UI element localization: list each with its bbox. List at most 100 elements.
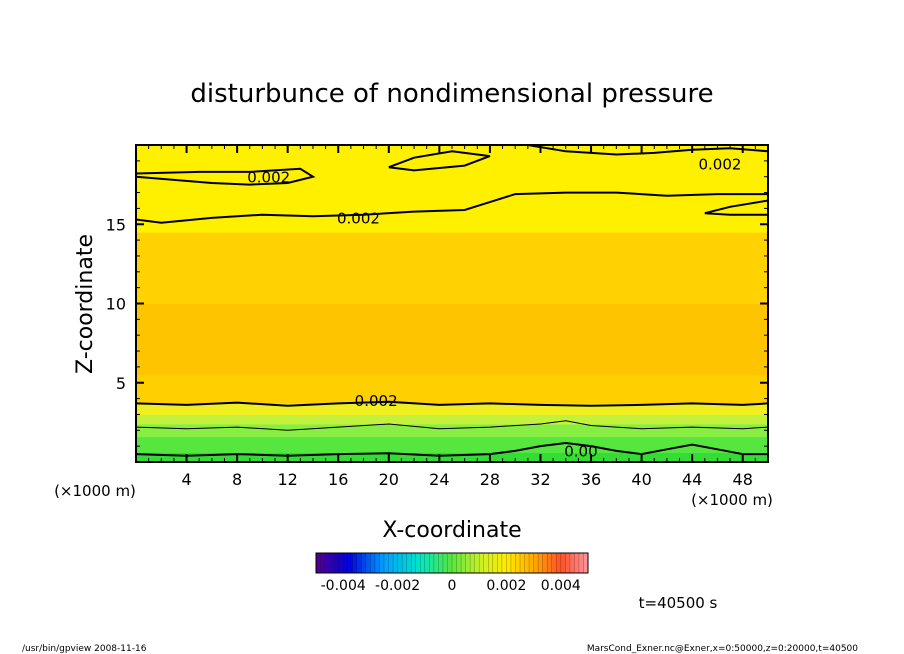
- colorbar-swatch: [533, 553, 539, 573]
- color-band-3: [136, 414, 768, 425]
- colorbar-swatch: [456, 553, 462, 573]
- colorbar-swatch: [565, 553, 571, 573]
- colorbar-swatch: [551, 553, 557, 573]
- colorbar-tick-label: 0.004: [541, 578, 581, 594]
- x-unit-label-right: (×1000 m): [691, 491, 773, 509]
- colorbar-swatch: [442, 553, 448, 573]
- colorbar-swatch: [429, 553, 435, 573]
- colorbar-swatch: [560, 553, 566, 573]
- x-axis-title: X-coordinate: [382, 518, 521, 543]
- x-tick-label: 28: [480, 470, 500, 489]
- colorbar-swatch: [510, 553, 516, 573]
- colorbar-frame: [315, 552, 589, 574]
- chart-title: disturbunce of nondimensional pressure: [190, 79, 713, 109]
- x-tick-label: 4: [181, 470, 191, 489]
- colorbar-swatch: [347, 553, 353, 573]
- colorbar-swatch: [379, 553, 385, 573]
- contour-label-0: 0.002: [355, 392, 398, 410]
- colorbar-swatch: [384, 553, 389, 573]
- colorbar-swatch: [325, 553, 330, 573]
- contour-line-6: [135, 420, 769, 431]
- time-label: t=40500 s: [639, 594, 718, 612]
- colorbar-swatch: [356, 553, 362, 573]
- colorbar-swatch: [529, 553, 534, 573]
- colorbar-swatch: [470, 553, 475, 573]
- x-tick-label: 24: [429, 470, 449, 489]
- colorbar-swatch: [465, 553, 471, 573]
- y-tick-label: 5: [116, 374, 126, 393]
- color-band-1: [136, 436, 768, 453]
- colorbar-swatch: [569, 553, 575, 573]
- colorbar-swatch: [492, 553, 498, 573]
- x-tick-label: 44: [682, 470, 702, 489]
- contour-label-2: 0.002: [247, 168, 290, 186]
- x-tick-label: 12: [278, 470, 298, 489]
- colorbar-swatch: [370, 553, 376, 573]
- colorbar-swatch: [343, 553, 349, 573]
- color-band-5: [136, 374, 768, 404]
- colorbar: [315, 552, 589, 574]
- colorbar-swatch: [497, 553, 503, 573]
- colorbar-swatch: [433, 553, 439, 573]
- colorbar-swatch: [424, 553, 430, 573]
- x-tick-label: 8: [232, 470, 242, 489]
- x-tick-label: 20: [379, 470, 399, 489]
- y-axis-title: Z-coordinate: [73, 234, 98, 374]
- colorbar-swatch: [316, 553, 321, 573]
- colorbar-swatch: [556, 553, 562, 573]
- colorbar-swatch: [578, 553, 584, 573]
- colorbar-swatch: [361, 553, 367, 573]
- colorbar-swatch: [479, 553, 485, 573]
- colorbar-swatch: [452, 553, 457, 573]
- colorbar-swatch: [365, 553, 371, 573]
- color-band-8: [136, 145, 768, 233]
- colorbar-tick-label: -0.004: [321, 578, 366, 594]
- color-band-4: [136, 403, 768, 415]
- contour-line-4: [388, 150, 491, 172]
- colorbar-swatch: [334, 553, 339, 573]
- colorbar-swatch: [438, 553, 444, 573]
- colorbar-swatch: [574, 553, 580, 573]
- colorbar-swatch: [338, 553, 344, 573]
- colorbar-swatch: [447, 553, 453, 573]
- contour-labels: 0.002 0.002 0.002 0.002 0.00: [247, 156, 741, 461]
- colorbar-swatch: [542, 553, 548, 573]
- contour-label-7: 0.00: [564, 442, 597, 460]
- colorbar-swatch: [520, 553, 525, 573]
- colorbar-tick-labels: -0.004 -0.002 0 0.002 0.004: [321, 578, 581, 594]
- y-axis: 5 10 15: [106, 160, 768, 447]
- colorbar-swatch: [538, 553, 543, 573]
- colorbar-swatch: [352, 553, 358, 573]
- colorbar-swatch: [506, 553, 512, 573]
- footer-left: /usr/bin/gpview 2008-11-16: [22, 644, 147, 654]
- plot-area: [136, 145, 768, 463]
- colorbar-tick-label: 0: [448, 578, 457, 594]
- colorbar-swatch: [501, 553, 507, 573]
- x-unit-label-left: (×1000 m): [54, 482, 136, 500]
- contour-line-2: [135, 167, 316, 186]
- colorbar-swatch: [397, 553, 403, 573]
- contour-label-1: 0.002: [337, 209, 380, 227]
- colorbar-swatch: [483, 553, 489, 573]
- colorbar-swatch: [474, 553, 480, 573]
- colorbar-swatch: [524, 553, 530, 573]
- colorbar-swatch: [583, 553, 589, 573]
- colorbar-swatch: [547, 553, 553, 573]
- colorbar-swatch: [374, 553, 380, 573]
- contour-label-3: 0.002: [698, 156, 741, 174]
- colorbar-swatch: [411, 553, 417, 573]
- y-tick-label: 15: [106, 215, 126, 234]
- color-band-2: [136, 423, 768, 438]
- colorbar-swatch: [402, 553, 407, 573]
- x-tick-label: 16: [328, 470, 348, 489]
- color-band-6: [136, 303, 768, 376]
- x-tick-label: 36: [581, 470, 601, 489]
- y-tick-label: 10: [106, 295, 126, 314]
- x-tick-label: 32: [530, 470, 550, 489]
- colorbar-swatch: [393, 553, 398, 573]
- colorbar-swatch: [461, 553, 466, 573]
- colorbar-tick-label: -0.002: [375, 578, 420, 594]
- colorbar-swatch: [388, 553, 394, 573]
- colorbar-swatch: [406, 553, 412, 573]
